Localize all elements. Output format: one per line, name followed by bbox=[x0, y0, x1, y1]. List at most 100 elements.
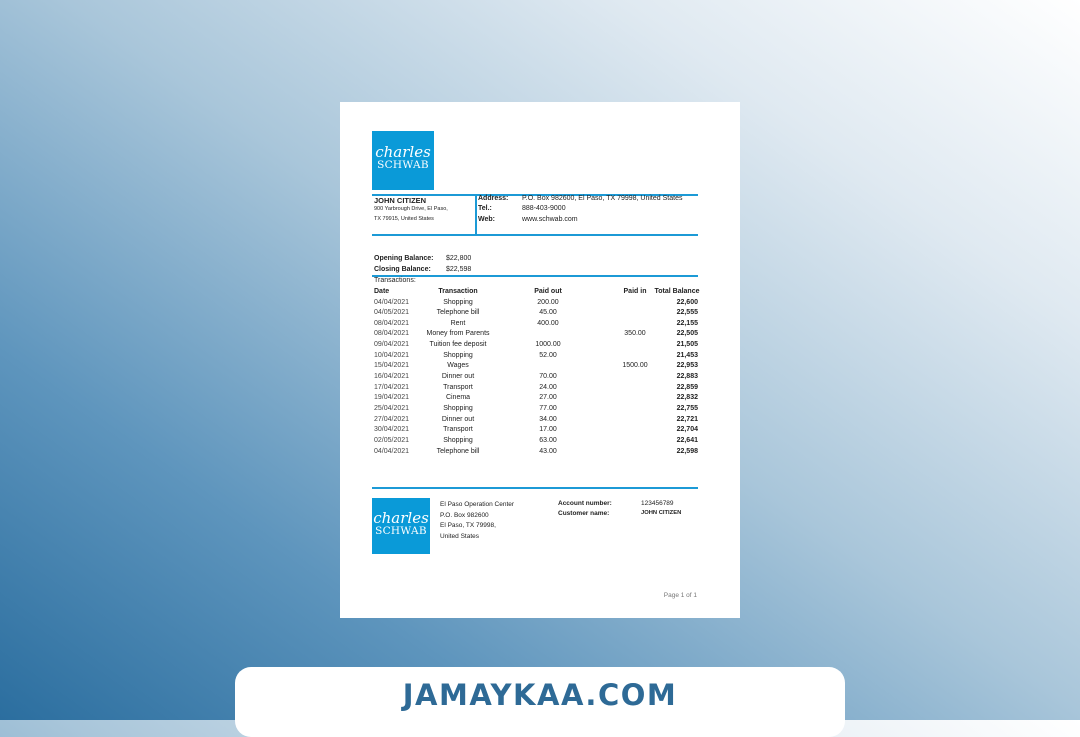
date-cell: 04/04/2021 bbox=[374, 447, 410, 455]
balance-cell: 22,859 bbox=[676, 383, 698, 391]
customer-address: 900 Yarbrough Drive, El Paso, bbox=[374, 206, 448, 212]
table-row: 16/04/2021 Dinner out 70.00 22,883 bbox=[374, 373, 698, 384]
column-header: Transaction bbox=[438, 288, 478, 295]
watermark-text: JAMAYKAA.COM bbox=[402, 678, 678, 712]
paid-out-cell: 27.00 bbox=[539, 394, 557, 402]
transaction-cell: Money from Parents bbox=[426, 330, 490, 338]
table-row: 04/05/2021 Telephone bill 45.00 22,555 bbox=[374, 309, 698, 320]
table-row: 04/04/2021 Shopping 200.00 22,600 bbox=[374, 299, 698, 310]
table-row: 08/04/2021 Money from Parents 350.00 22,505 bbox=[374, 330, 698, 341]
balance-cell: 22,832 bbox=[676, 394, 698, 402]
transaction-cell: Cinema bbox=[445, 394, 471, 402]
transaction-cell: Tuition fee deposit bbox=[429, 341, 487, 349]
paid-out-cell: 400.00 bbox=[537, 319, 559, 327]
watermark-banner: JAMAYKAA.COM bbox=[235, 667, 845, 737]
paid-out-cell: 77.00 bbox=[539, 405, 557, 412]
balance-cell: 22,721 bbox=[676, 415, 698, 423]
date-cell: 19/04/2021 bbox=[374, 394, 410, 402]
divider bbox=[372, 275, 698, 277]
date-cell: 16/04/2021 bbox=[374, 373, 410, 381]
transaction-cell: Telephone bill bbox=[436, 309, 480, 317]
paid-in-cell: 1500.00 bbox=[622, 362, 648, 370]
balance-cell: 22,155 bbox=[676, 319, 698, 327]
transaction-cell: Telephone bill bbox=[436, 447, 480, 455]
opening-balance: $22,800 bbox=[446, 255, 472, 262]
balance-cell: 22,953 bbox=[676, 362, 698, 370]
bank-web[interactable]: www.schwab.com bbox=[522, 216, 578, 223]
balance-cell: 22,641 bbox=[676, 436, 698, 444]
transaction-cell: Shopping bbox=[443, 436, 473, 444]
date-cell: 27/04/2021 bbox=[374, 415, 410, 423]
customer-name-label: Customer name: bbox=[558, 510, 610, 517]
closing-balance-label: Closing Balance: bbox=[374, 266, 431, 273]
operation-center-address: El Paso Operation Center P.O. Box 982600 … bbox=[440, 501, 515, 540]
table-row: 17/04/2021 Transport 24.00 22,859 bbox=[374, 384, 698, 395]
transaction-cell: Transport bbox=[443, 383, 473, 391]
date-cell: 08/04/2021 bbox=[374, 319, 410, 327]
date-cell: 15/04/2021 bbox=[374, 362, 410, 370]
transaction-cell: Transport bbox=[443, 426, 473, 434]
table-row: 04/04/2021 Telephone bill 43.00 22,598 bbox=[374, 448, 698, 459]
date-cell: 08/04/2021 bbox=[374, 330, 410, 338]
closing-balance: $22,598 bbox=[446, 266, 472, 273]
paid-out-cell: 200.00 bbox=[537, 298, 559, 306]
address-label: Address: bbox=[478, 195, 509, 202]
transaction-cell: Dinner out bbox=[441, 415, 475, 423]
paid-out-cell: 24.00 bbox=[539, 383, 557, 391]
paid-in-cell: 350.00 bbox=[624, 330, 646, 338]
table-row: 02/05/2021 Shopping 63.00 22,641 bbox=[374, 437, 698, 448]
account-number: 123456789 bbox=[641, 500, 674, 507]
opening-balance-label: Opening Balance: bbox=[374, 255, 434, 262]
transaction-cell: Rent bbox=[450, 319, 466, 327]
balance-cell: 21,453 bbox=[676, 351, 698, 359]
divider bbox=[372, 234, 698, 236]
transaction-cell: Wages bbox=[447, 362, 469, 370]
page-number: Page 1 of 1 bbox=[663, 592, 697, 599]
date-cell: 04/05/2021 bbox=[374, 309, 410, 317]
paid-out-cell: 17.00 bbox=[539, 426, 557, 434]
column-header: Date bbox=[374, 288, 390, 295]
transaction-cell: Dinner out bbox=[441, 373, 475, 381]
date-cell: 25/04/2021 bbox=[374, 405, 410, 412]
table-row: 25/04/2021 Shopping 77.00 22,755 bbox=[374, 405, 698, 416]
date-cell: 09/04/2021 bbox=[374, 341, 410, 349]
paid-out-cell: 70.00 bbox=[539, 373, 557, 381]
transaction-cell: Shopping bbox=[443, 351, 473, 359]
paid-out-cell: 1000.00 bbox=[535, 341, 561, 349]
divider bbox=[372, 194, 698, 196]
date-cell: 30/04/2021 bbox=[374, 426, 410, 434]
column-header: Paid in bbox=[623, 288, 647, 295]
date-cell: 04/04/2021 bbox=[374, 298, 410, 306]
balance-cell: 22,598 bbox=[676, 447, 698, 455]
charles-schwab-logo: charles SCHWAB bbox=[372, 498, 430, 554]
bank-tel: 888-403-9000 bbox=[522, 205, 566, 212]
date-cell: 10/04/2021 bbox=[374, 351, 410, 359]
bank-statement: charles SCHWAB JOHN CITIZEN 900 Yarbrough… bbox=[340, 102, 740, 618]
customer-name: JOHN CITIZEN bbox=[374, 196, 427, 205]
transaction-cell: Shopping bbox=[443, 298, 473, 306]
balance-cell: 21,505 bbox=[676, 341, 698, 349]
transaction-cell: Shopping bbox=[443, 405, 473, 412]
table-row: 15/04/2021 Wages 1500.00 22,953 bbox=[374, 362, 698, 373]
paid-out-cell: 63.00 bbox=[539, 436, 557, 444]
table-header: Date Transaction Paid out Paid in Total … bbox=[374, 288, 700, 299]
bank-address: P.O. Box 982600, El Paso, TX 79998, Unit… bbox=[522, 195, 683, 202]
paid-out-cell: 43.00 bbox=[539, 447, 557, 455]
divider bbox=[475, 194, 477, 236]
column-header: Paid out bbox=[534, 288, 562, 295]
column-header: Total Balance bbox=[654, 288, 700, 295]
table-row: 09/04/2021 Tuition fee deposit 1000.00 21,5… bbox=[374, 341, 698, 352]
transactions-label: Transactions: bbox=[374, 277, 416, 284]
charles-schwab-logo: charles SCHWAB bbox=[372, 131, 434, 190]
paid-out-cell: 34.00 bbox=[539, 415, 557, 423]
paid-out-cell: 52.00 bbox=[539, 351, 557, 359]
paid-out-cell: 45.00 bbox=[539, 309, 557, 317]
tel-label: Tel.: bbox=[478, 205, 492, 212]
customer-name-footer: JOHN CITIZEN bbox=[641, 510, 682, 516]
date-cell: 02/05/2021 bbox=[374, 436, 410, 444]
customer-address: TX 79915, United States bbox=[374, 216, 434, 222]
balance-cell: 22,883 bbox=[676, 373, 698, 381]
balance-cell: 22,755 bbox=[676, 405, 698, 412]
date-cell: 17/04/2021 bbox=[374, 383, 410, 391]
table-row: 10/04/2021 Shopping 52.00 21,453 bbox=[374, 352, 698, 363]
